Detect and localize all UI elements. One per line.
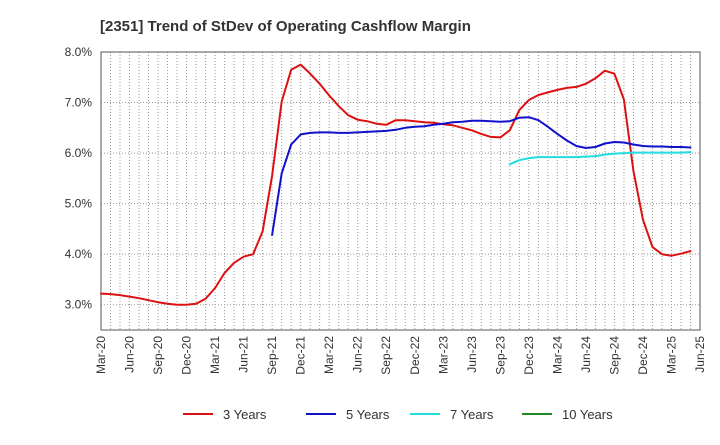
y-tick-label: 3.0% bbox=[65, 298, 93, 312]
series-line-7-years bbox=[508, 151, 692, 166]
y-tick-label: 7.0% bbox=[65, 96, 93, 110]
x-tick-label: Jun-22 bbox=[351, 336, 365, 373]
x-tick-label: Dec-20 bbox=[180, 336, 194, 375]
x-tick-label: Dec-24 bbox=[636, 336, 650, 375]
axes: 3.0% 4.0% 5.0% 6.0% 7.0% 8.0% Mar-20 Jun-20 Sep-… bbox=[65, 45, 707, 375]
x-tick-label: Mar-21 bbox=[208, 336, 222, 374]
x-tick-label: Mar-22 bbox=[322, 336, 336, 374]
y-tick-label: 8.0% bbox=[65, 45, 93, 59]
gridlines bbox=[100, 51, 701, 330]
x-tick-label: Jun-20 bbox=[123, 336, 137, 373]
series-line-3-years bbox=[100, 63, 692, 306]
x-tick-label: Mar-25 bbox=[664, 336, 678, 374]
x-tick-label: Dec-21 bbox=[294, 336, 308, 375]
legend: 3 Years 5 Years 7 Years 10 Years bbox=[183, 407, 613, 422]
x-tick-label: Jun-21 bbox=[237, 336, 251, 373]
legend-label: 7 Years bbox=[450, 407, 494, 422]
x-tick-label: Mar-24 bbox=[550, 336, 564, 374]
y-tick-label: 6.0% bbox=[65, 146, 93, 160]
x-tick-label: Dec-22 bbox=[408, 336, 422, 375]
legend-label: 10 Years bbox=[562, 407, 613, 422]
chart-title: [2351] Trend of StDev of Operating Cashf… bbox=[100, 18, 471, 35]
x-tick-label: Dec-23 bbox=[522, 336, 536, 375]
plot-frame bbox=[100, 51, 701, 331]
legend-label: 3 Years bbox=[223, 407, 267, 422]
x-tick-label: Jun-24 bbox=[579, 336, 593, 373]
x-tick-label: Sep-22 bbox=[379, 336, 393, 375]
legend-label: 5 Years bbox=[346, 407, 390, 422]
x-tick-label: Mar-23 bbox=[436, 336, 450, 374]
series-lines bbox=[100, 63, 692, 306]
x-tick-label: Mar-20 bbox=[94, 336, 108, 374]
x-tick-label: Sep-20 bbox=[151, 336, 165, 375]
x-tick-label: Jun-25 bbox=[693, 336, 707, 373]
y-tick-label: 5.0% bbox=[65, 197, 93, 211]
x-tick-label: Sep-24 bbox=[607, 336, 621, 375]
y-tick-label: 4.0% bbox=[65, 247, 93, 261]
x-tick-label: Sep-21 bbox=[265, 336, 279, 375]
x-tick-label: Jun-23 bbox=[465, 336, 479, 373]
x-tick-label: Sep-23 bbox=[493, 336, 507, 375]
series-line-5-years bbox=[271, 116, 692, 236]
